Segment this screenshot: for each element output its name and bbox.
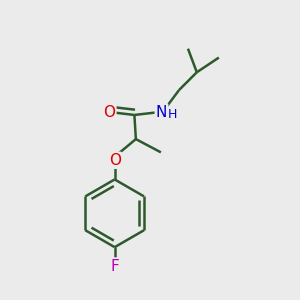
Text: O: O [109, 153, 121, 168]
Text: H: H [168, 109, 177, 122]
Text: O: O [103, 104, 116, 119]
Text: N: N [156, 104, 167, 119]
Text: F: F [110, 259, 119, 274]
